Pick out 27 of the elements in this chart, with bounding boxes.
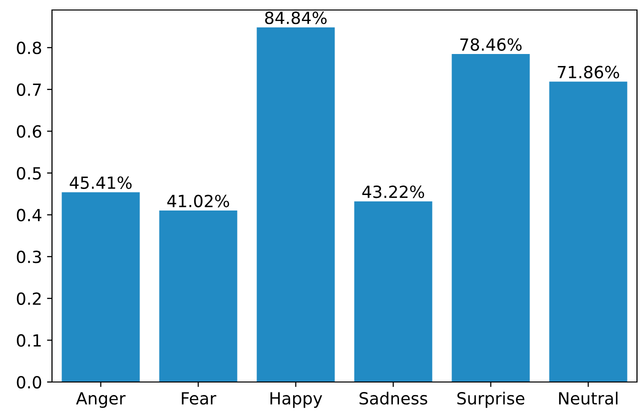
bar: [256, 27, 335, 382]
y-tick-label: 0.3: [16, 250, 41, 264]
data-label: 43.22%: [362, 186, 424, 198]
bar: [159, 210, 238, 382]
data-label: 41.02%: [167, 194, 230, 208]
x-tick-label: Fear: [182, 392, 216, 405]
y-tick-label: 0.4: [16, 208, 42, 222]
x-tick-label: Surprise: [457, 392, 524, 408]
x-tick-label: Happy: [270, 392, 322, 408]
x-tick-label: Sadness: [360, 392, 428, 405]
y-tick-label: 0.0: [16, 376, 42, 389]
y-tick-label: 0.6: [16, 125, 42, 138]
data-label: 84.84%: [265, 12, 327, 24]
y-tick-label: 0.1: [16, 334, 41, 347]
data-label: 71.86%: [558, 66, 620, 78]
data-label: 78.46%: [460, 38, 522, 51]
y-tick-label: 0.8: [16, 42, 42, 54]
bar: [354, 201, 432, 382]
bar: [62, 192, 140, 382]
y-tick-label: 0.2: [16, 292, 41, 305]
y-tick-label: 0.7: [16, 83, 41, 96]
bar: [452, 54, 530, 382]
y-tick-label: 0.5: [16, 166, 41, 180]
bar: [549, 82, 628, 382]
x-tick-label: Anger: [76, 392, 126, 408]
data-label: 45.41%: [70, 176, 132, 189]
x-tick-label: Neutral: [559, 392, 618, 405]
